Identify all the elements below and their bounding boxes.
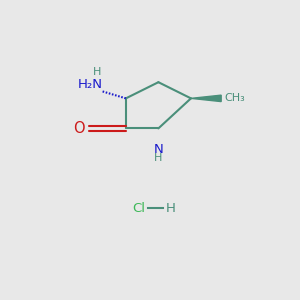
Text: N: N: [154, 143, 163, 156]
Text: Cl: Cl: [133, 202, 146, 214]
Text: H₂N: H₂N: [78, 78, 103, 91]
Text: H: H: [93, 67, 101, 77]
Text: H: H: [154, 153, 163, 163]
Text: H: H: [165, 202, 175, 214]
Text: O: O: [74, 121, 85, 136]
Text: CH₃: CH₃: [225, 93, 245, 103]
Polygon shape: [191, 95, 221, 102]
